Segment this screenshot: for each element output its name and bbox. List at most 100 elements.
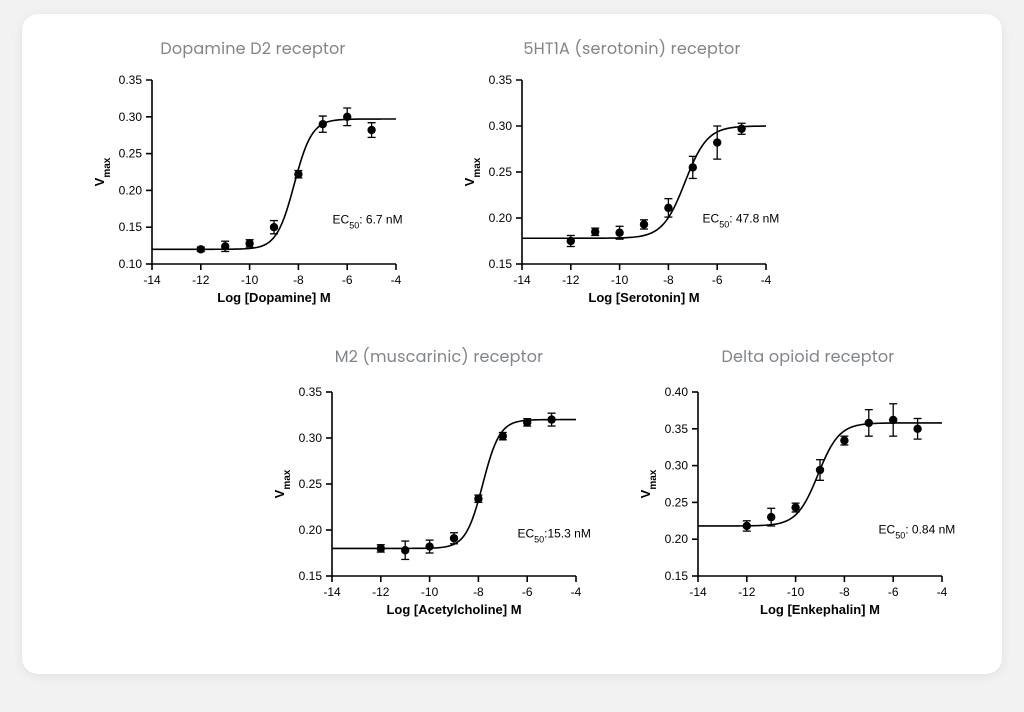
svg-text:0.30: 0.30	[119, 110, 143, 124]
y-axis-label: Vmax	[462, 157, 483, 186]
svg-text:-8: -8	[663, 273, 674, 287]
svg-text:-14: -14	[323, 585, 341, 599]
x-axis-label: Log [Serotonin] M	[588, 290, 699, 305]
svg-text:-8: -8	[839, 585, 850, 599]
data-point	[767, 513, 775, 521]
svg-text:-10: -10	[611, 273, 629, 287]
svg-text:0.35: 0.35	[119, 73, 143, 87]
data-point	[450, 534, 458, 542]
data-point	[591, 228, 599, 236]
svg-text:0.35: 0.35	[489, 73, 513, 87]
ec50-annotation: EC50: 6.7 nM	[333, 213, 403, 231]
svg-text:-14: -14	[689, 585, 707, 599]
svg-text:0.15: 0.15	[665, 569, 689, 583]
x-axis-label: Log [Enkephalin] M	[760, 602, 880, 617]
svg-text:-4: -4	[571, 585, 582, 599]
figure-card: { "card": { "width": 980, "height": 660,…	[22, 14, 1002, 674]
y-axis-label: Vmax	[92, 157, 113, 186]
dose-response-plot: 0.15 0.20 0.25 0.30 0.35 -14 -12 -10 -8 -6 -4 Log […	[254, 344, 624, 654]
data-point	[270, 223, 278, 231]
panel-dor: Delta opioid receptor 0.150.200.250.300.…	[628, 344, 988, 654]
data-point	[567, 237, 575, 245]
svg-text:-8: -8	[473, 585, 484, 599]
data-point	[664, 204, 672, 212]
svg-text:-12: -12	[192, 273, 210, 287]
x-axis-label: Log [Dopamine] M	[217, 290, 330, 305]
svg-text:0.30: 0.30	[299, 431, 323, 445]
dose-response-plot: 0.10 0.15 0.20 0.25 0.30 0.35 -14 -12 -10 -8 -6 -4 L…	[68, 36, 438, 336]
data-point	[840, 436, 848, 444]
data-point	[343, 113, 351, 121]
svg-text:-8: -8	[293, 273, 304, 287]
data-point	[816, 466, 824, 474]
data-point	[197, 245, 205, 253]
data-point	[865, 419, 873, 427]
svg-text:0.20: 0.20	[665, 532, 689, 546]
svg-text:-12: -12	[562, 273, 580, 287]
data-point	[425, 542, 433, 550]
svg-text:0.20: 0.20	[299, 523, 323, 537]
svg-text:0.25: 0.25	[299, 477, 323, 491]
svg-text:0.40: 0.40	[665, 385, 689, 399]
data-point	[713, 138, 721, 146]
svg-text:0.15: 0.15	[119, 220, 143, 234]
y-axis-label: Vmax	[638, 469, 659, 498]
svg-text:-10: -10	[421, 585, 439, 599]
svg-text:-4: -4	[391, 273, 402, 287]
data-point	[401, 546, 409, 554]
ec50-annotation: EC50: 0.84 nM	[879, 522, 956, 540]
data-point	[737, 125, 745, 133]
data-point	[547, 415, 555, 423]
dose-response-plot: 0.15 0.20 0.25 0.30 0.35 -14 -12 -10 -8 -6 -4 Log […	[452, 36, 812, 336]
data-point	[791, 503, 799, 511]
data-point	[377, 544, 385, 552]
svg-text:0.25: 0.25	[119, 147, 143, 161]
svg-text:0.30: 0.30	[489, 119, 513, 133]
svg-text:-4: -4	[761, 273, 772, 287]
svg-text:-10: -10	[787, 585, 805, 599]
svg-text:0.15: 0.15	[299, 569, 323, 583]
svg-text:0.20: 0.20	[119, 183, 143, 197]
data-point	[294, 170, 302, 178]
ec50-annotation: EC50:15.3 nM	[517, 526, 590, 544]
svg-text:-12: -12	[372, 585, 390, 599]
svg-text:-12: -12	[738, 585, 756, 599]
svg-text:-14: -14	[513, 273, 531, 287]
svg-text:0.10: 0.10	[119, 257, 143, 271]
panel-m2: M2 (muscarinic) receptor 0.150.200.250.3…	[254, 344, 624, 654]
svg-text:-14: -14	[143, 273, 161, 287]
svg-text:0.30: 0.30	[665, 459, 689, 473]
x-axis-label: Log [Acetylcholine] M	[386, 602, 521, 617]
fit-curve	[332, 420, 576, 549]
svg-text:-6: -6	[712, 273, 723, 287]
svg-text:-6: -6	[888, 585, 899, 599]
svg-text:0.35: 0.35	[299, 385, 323, 399]
data-point	[474, 495, 482, 503]
data-point	[523, 418, 531, 426]
svg-text:-4: -4	[937, 585, 948, 599]
svg-text:0.20: 0.20	[489, 211, 513, 225]
y-axis-label: Vmax	[272, 469, 293, 498]
data-point	[689, 163, 697, 171]
svg-text:-6: -6	[522, 585, 533, 599]
ec50-annotation: EC50: 47.8 nM	[703, 212, 780, 230]
data-point	[221, 242, 229, 250]
svg-text:-10: -10	[241, 273, 259, 287]
data-point	[245, 239, 253, 247]
panel-d2: Dopamine D2 receptor 0.100.150.200.250.3…	[68, 36, 438, 336]
data-point	[913, 425, 921, 433]
svg-text:-6: -6	[342, 273, 353, 287]
svg-text:0.25: 0.25	[665, 495, 689, 509]
dose-response-plot: 0.15 0.20 0.25 0.30 0.35 0.40 -14 -12 -10 -8 -6 -4 L…	[628, 344, 988, 654]
panel-5ht1a: 5HT1A (serotonin) receptor 0.150.200.250…	[452, 36, 812, 336]
svg-text:0.35: 0.35	[665, 422, 689, 436]
data-point	[319, 120, 327, 128]
data-point	[640, 220, 648, 228]
data-point	[889, 416, 897, 424]
data-point	[499, 432, 507, 440]
svg-text:0.25: 0.25	[489, 165, 513, 179]
data-point	[743, 522, 751, 530]
svg-text:0.15: 0.15	[489, 257, 513, 271]
data-point	[367, 126, 375, 134]
data-point	[615, 229, 623, 237]
